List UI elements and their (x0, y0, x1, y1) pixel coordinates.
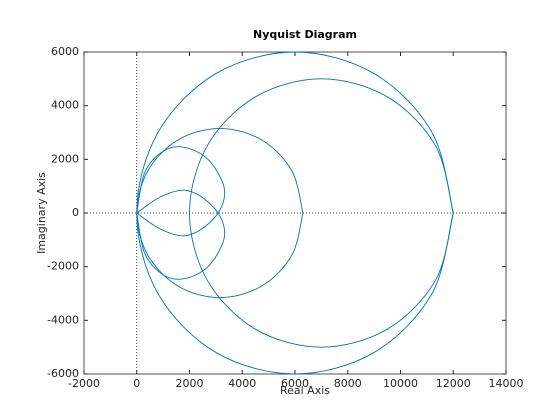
x-tick-label: -2000 (68, 377, 100, 390)
y-tick-label: -4000 (47, 313, 79, 326)
x-tick-label: 0 (133, 377, 140, 390)
x-tick-label: 4000 (228, 377, 256, 390)
y-tick-label: 0 (72, 206, 79, 219)
x-tick-label: 6000 (281, 377, 309, 390)
x-tick-label: 8000 (334, 377, 362, 390)
x-axis-label: Real Axis (280, 384, 330, 397)
y-tick-label: 4000 (51, 99, 79, 112)
y-tick-label: 2000 (51, 152, 79, 165)
x-tick-label: 14000 (489, 377, 524, 390)
x-tick-label: 10000 (383, 377, 418, 390)
y-tick-label: 6000 (51, 45, 79, 58)
nyquist-curve (189, 78, 454, 348)
y-tick-label: -6000 (47, 367, 79, 380)
chart-title: Nyquist Diagram (253, 28, 357, 41)
nyquist-curve (136, 146, 226, 237)
y-axis-label: Imaginary Axis (35, 172, 48, 254)
nyquist-curve (136, 189, 226, 280)
x-tick-label: 2000 (176, 377, 204, 390)
x-tick-label: 12000 (436, 377, 471, 390)
y-tick-label: -2000 (47, 260, 79, 273)
